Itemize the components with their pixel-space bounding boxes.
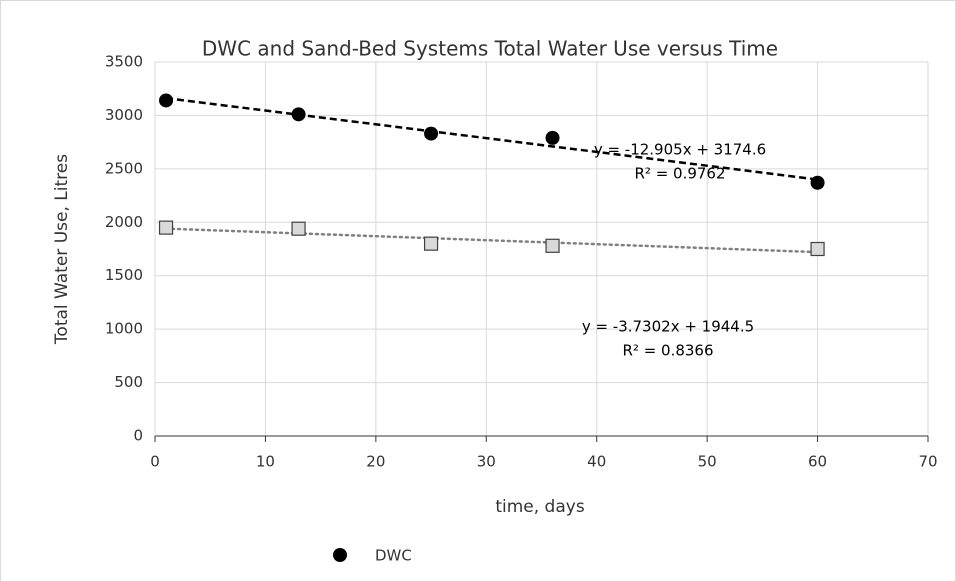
trendline-equation: y = -3.7302x + 1944.5	[582, 318, 754, 336]
legend-marker	[333, 548, 347, 562]
x-tick-label: 0	[150, 453, 160, 471]
y-tick-label: 0	[133, 427, 143, 445]
y-tick-label: 3500	[105, 53, 143, 71]
point	[545, 238, 560, 253]
point	[291, 107, 306, 122]
y-tick-label: 1500	[105, 266, 143, 284]
y-tick-label: 3000	[105, 106, 143, 124]
x-axis-label: time, days	[495, 497, 584, 517]
y-tick-label: 2500	[105, 159, 143, 177]
x-tick-label: 60	[808, 453, 827, 471]
y-tick-label: 500	[114, 373, 143, 391]
point	[158, 220, 174, 235]
x-tick-label: 40	[587, 453, 606, 471]
point	[545, 130, 560, 145]
point	[810, 175, 825, 190]
x-tick-label: 30	[477, 453, 496, 471]
x-tick-label: 70	[918, 453, 937, 471]
point	[810, 241, 825, 257]
y-tick-label: 2000	[105, 213, 143, 231]
point	[291, 221, 306, 236]
trendline-r2: R² = 0.9762	[634, 165, 725, 183]
point	[423, 236, 439, 251]
x-tick-label: 50	[698, 453, 717, 471]
trendline-equation: y = -12.905x + 3174.6	[594, 141, 766, 159]
trendline	[164, 227, 819, 254]
point	[159, 93, 174, 108]
y-axis-label: Total Water Use, Litres	[52, 154, 72, 345]
y-tick-label: 1000	[105, 320, 143, 338]
x-tick-label: 20	[366, 453, 385, 471]
trendline-r2: R² = 0.8366	[622, 342, 713, 360]
x-tick-label: 10	[256, 453, 275, 471]
point	[424, 126, 439, 141]
chart-title: DWC and Sand-Bed Systems Total Water Use…	[202, 37, 778, 61]
legend-label: DWC	[375, 547, 412, 565]
